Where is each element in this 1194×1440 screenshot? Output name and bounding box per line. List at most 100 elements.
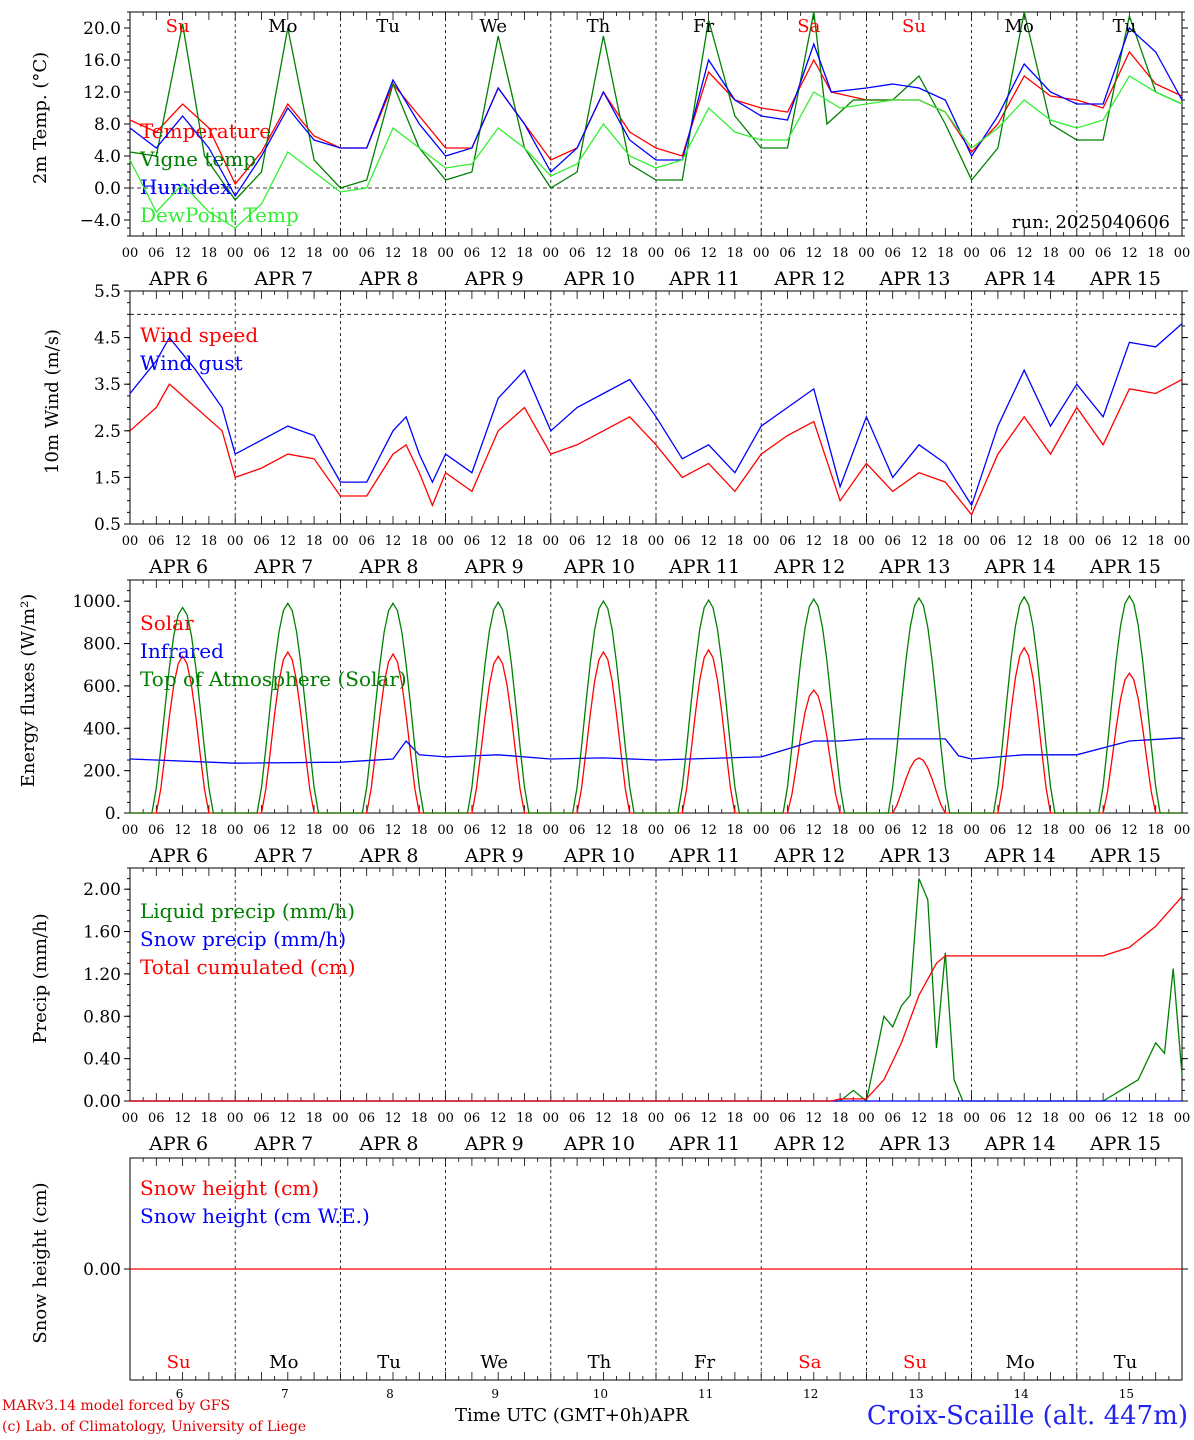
- hour-label: 12: [595, 1111, 612, 1126]
- hour-label: 06: [674, 1111, 691, 1126]
- hour-label: 12: [806, 534, 823, 549]
- day-name: Tu: [1113, 16, 1137, 37]
- y-tick-label: 20.0: [83, 19, 121, 39]
- hour-label: 06: [358, 534, 375, 549]
- hour-label: 00: [648, 246, 665, 261]
- hour-label: 12: [280, 1111, 297, 1126]
- series-line: [129, 11, 1183, 202]
- hour-label: 18: [727, 823, 744, 838]
- hour-label: 12: [280, 246, 297, 261]
- y-axis-label: Snow height (cm): [30, 1182, 51, 1343]
- hour-label: 12: [174, 1111, 191, 1126]
- hour-label: 18: [1147, 246, 1164, 261]
- y-tick-label: 1000.: [72, 592, 121, 612]
- day-name: Su: [166, 16, 190, 37]
- hour-label: 12: [806, 1111, 823, 1126]
- hour-label: 00: [122, 246, 139, 261]
- date-label: APR 9: [464, 556, 524, 578]
- series-line: [130, 896, 1183, 1102]
- y-tick-label: 600.: [83, 677, 121, 697]
- hour-label: 06: [884, 1111, 901, 1126]
- y-tick-label: 200.: [83, 762, 121, 782]
- day-name: Su: [902, 16, 926, 37]
- hour-label: 00: [648, 534, 665, 549]
- date-label: APR 15: [1089, 1133, 1161, 1155]
- x-axis-title-text: Time UTC (GMT+0h): [455, 1405, 650, 1426]
- y-tick-label: 0.0: [94, 179, 121, 199]
- series-line: [130, 594, 1182, 814]
- hour-label: 00: [543, 1111, 560, 1126]
- hour-label: 00: [227, 1111, 244, 1126]
- day-name: Sa: [797, 16, 820, 37]
- hour-label: 06: [148, 1111, 165, 1126]
- hour-label: 12: [490, 246, 507, 261]
- hour-label: 06: [674, 246, 691, 261]
- day-number: 13: [908, 1387, 923, 1401]
- day-name: Mo: [1005, 16, 1034, 37]
- hour-label: 18: [937, 823, 954, 838]
- x-axis-month: APR: [649, 1405, 689, 1426]
- hour-label: 18: [621, 534, 638, 549]
- hour-label: 00: [963, 246, 980, 261]
- hour-label: 12: [806, 246, 823, 261]
- legend-entry: Vigne temp: [139, 147, 256, 171]
- hour-label: 00: [543, 534, 560, 549]
- hour-label: 06: [990, 823, 1007, 838]
- date-label: APR 13: [878, 845, 950, 867]
- hour-label: 12: [1121, 1111, 1138, 1126]
- hour-label: 06: [884, 246, 901, 261]
- date-label: APR 15: [1089, 556, 1161, 578]
- date-label: APR 14: [984, 1133, 1056, 1155]
- hour-label: 18: [832, 246, 849, 261]
- hour-label: 00: [753, 1111, 770, 1126]
- hour-label: 18: [1147, 1111, 1164, 1126]
- legend-entry: Top of Atmosphere (Solar): [140, 667, 407, 691]
- series-line: [129, 378, 1183, 516]
- date-label: APR 11: [668, 845, 740, 867]
- date-label: APR 10: [563, 268, 635, 290]
- y-tick-label: 1.60: [83, 923, 121, 943]
- date-label: APR 12: [773, 845, 845, 867]
- hour-label: 12: [280, 823, 297, 838]
- hour-label: 06: [779, 1111, 796, 1126]
- day-name: Mo: [1006, 1352, 1035, 1373]
- hour-label: 00: [1174, 534, 1191, 549]
- hour-label: 18: [937, 1111, 954, 1126]
- hour-label: 00: [753, 823, 770, 838]
- run-annotation: run: 2025040606: [1012, 212, 1170, 233]
- date-label: APR 12: [773, 1133, 845, 1155]
- hour-label: 00: [753, 534, 770, 549]
- day-number: 14: [1014, 1387, 1030, 1401]
- hour-label: 00: [963, 1111, 980, 1126]
- hour-label: 18: [832, 823, 849, 838]
- hour-label: 00: [332, 1111, 349, 1126]
- hour-label: 18: [516, 1111, 533, 1126]
- hour-label: 06: [148, 534, 165, 549]
- hour-label: 06: [253, 1111, 270, 1126]
- date-label: APR 8: [359, 845, 419, 867]
- hour-label: 00: [332, 823, 349, 838]
- hour-label: 12: [174, 534, 191, 549]
- hour-label: 06: [990, 246, 1007, 261]
- hour-label: 12: [1016, 534, 1033, 549]
- legend-entry: Snow precip (mm/h): [140, 927, 346, 951]
- hour-label: 18: [306, 823, 323, 838]
- hour-label: 18: [411, 246, 428, 261]
- day-number: 6: [176, 1387, 184, 1401]
- legend-entry: Wind speed: [140, 323, 258, 347]
- day-name: We: [479, 16, 507, 37]
- hour-label: 00: [858, 246, 875, 261]
- hour-label: 12: [911, 534, 928, 549]
- hour-label: 00: [1174, 1111, 1191, 1126]
- hour-label: 18: [937, 534, 954, 549]
- hour-label: 12: [700, 1111, 717, 1126]
- date-label: APR 8: [359, 268, 419, 290]
- hour-label: 00: [1174, 246, 1191, 261]
- y-tick-label: 0.40: [83, 1050, 121, 1070]
- y-tick-label: 2.00: [83, 880, 121, 900]
- legend-entry: Solar: [140, 611, 194, 635]
- hour-label: 18: [306, 246, 323, 261]
- hour-label: 00: [963, 823, 980, 838]
- hour-label: 12: [280, 534, 297, 549]
